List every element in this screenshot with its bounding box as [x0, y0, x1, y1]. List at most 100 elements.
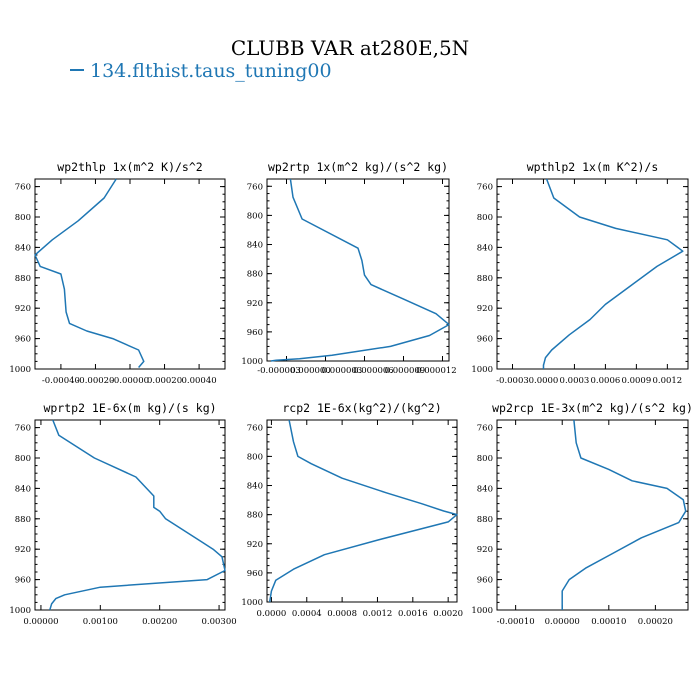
y-tick-label: 1000 — [241, 357, 263, 367]
y-tick-label: 880 — [247, 270, 263, 280]
y-tick-label: 760 — [477, 424, 493, 434]
panel-2: wp2rtp 1x(m^2 kg)/(s^2 kg) 760 800 840 880 92… — [241, 160, 456, 376]
y-tick-label: 960 — [477, 576, 493, 586]
y-tick-label: 840 — [477, 484, 493, 494]
y-tick-label: 760 — [15, 183, 31, 193]
series-line — [270, 178, 450, 362]
x-tick-label: 0.000012 — [416, 366, 457, 376]
plot-frame — [34, 419, 226, 611]
legend-label: 134.flthist.taus_tuning00 — [90, 60, 332, 82]
x-tick-label: 0.00000 — [23, 617, 58, 627]
panel-title: rcp2 1E-6x(kg^2)/(kg^2) — [282, 401, 441, 415]
x-tick-label: -0.00000 — [111, 376, 149, 386]
y-tick-label: 800 — [477, 213, 493, 223]
x-tick-label: 0.00020 — [147, 376, 182, 386]
series-line — [49, 419, 226, 611]
y-tick-label: 800 — [15, 454, 31, 464]
y-tick-label: 760 — [247, 182, 263, 192]
x-tick-label: 0.0020 — [433, 609, 463, 619]
y-tick-label: 920 — [15, 545, 31, 555]
x-tick-label: 0.0012 — [652, 376, 682, 386]
panel-title: wprtp2 1E-6x(m kg)/(s kg) — [43, 401, 216, 415]
y-tick-label: 800 — [477, 454, 493, 464]
y-tick-label: 840 — [15, 484, 31, 494]
series-line — [542, 178, 684, 369]
panel-4: wprtp2 1E-6x(m kg)/(s kg) 760 800 840 880 920… — [9, 401, 236, 627]
panel-5: rcp2 1E-6x(kg^2)/(kg^2) 760 800 840 880 920 96… — [241, 401, 463, 619]
y-tick-label: 840 — [15, 243, 31, 253]
y-tick-label: 960 — [477, 335, 493, 345]
x-tick-label: -0.00010 — [497, 617, 535, 627]
x-tick-label: 0.00010 — [591, 617, 626, 627]
series-line — [561, 419, 687, 610]
y-tick-label: 920 — [477, 545, 493, 555]
y-tick-label: 920 — [477, 304, 493, 314]
x-tick-label: 0.000009 — [385, 366, 426, 376]
y-tick-label: 800 — [247, 452, 263, 462]
x-tick-label: 0.0000 — [529, 376, 559, 386]
x-tick-label: 0.0006 — [591, 376, 621, 386]
x-tick-label: 0.0008 — [327, 609, 357, 619]
x-tick-label: -0.000003 — [257, 366, 300, 376]
panel-title: wpthlp2 1x(m K^2)/s — [527, 160, 659, 174]
x-tick-label: -0.00020 — [76, 376, 114, 386]
plot-frame — [496, 419, 689, 611]
y-tick-label: 760 — [15, 424, 31, 434]
x-tick-label: 0.0004 — [292, 609, 322, 619]
y-tick-label: 840 — [477, 243, 493, 253]
x-tick-label: 0.00300 — [201, 617, 236, 627]
x-tick-label: 0.0003 — [560, 376, 590, 386]
panel-title: wp2rtp 1x(m^2 kg)/(s^2 kg) — [268, 160, 448, 174]
x-tick-label: 0.00020 — [638, 617, 673, 627]
x-tick-label: 0.0016 — [398, 609, 428, 619]
y-tick-label: 800 — [247, 211, 263, 221]
panel-title: wp2thlp 1x(m^2 K)/s^2 — [57, 160, 202, 174]
y-tick-label: 960 — [247, 328, 263, 338]
x-tick-label: 0.00000 — [545, 617, 580, 627]
x-tick-label: 0.000000 — [290, 366, 331, 376]
y-tick-label: 960 — [247, 569, 263, 579]
x-tick-label: -0.00040 — [42, 376, 80, 386]
y-tick-label: 840 — [247, 482, 263, 492]
y-tick-label: 1000 — [471, 606, 493, 616]
panel-6: wp2rcp 1E-3x(m^2 kg)/(s^2 kg) 760 800 840 88… — [471, 401, 693, 627]
y-tick-label: 880 — [477, 515, 493, 525]
plot-frame — [266, 419, 458, 603]
panel-title: wp2rcp 1E-3x(m^2 kg)/(s^2 kg) — [492, 401, 693, 415]
x-tick-label: 0.000006 — [353, 366, 394, 376]
y-tick-label: 1000 — [241, 598, 263, 608]
x-tick-label: 0.000003 — [322, 366, 363, 376]
y-tick-label: 920 — [15, 304, 31, 314]
x-tick-label: 0.0000 — [257, 609, 287, 619]
panel-1: wp2thlp 1x(m^2 K)/s^2 760 800 840 880 920 960 1… — [9, 160, 226, 386]
series-line — [268, 419, 458, 603]
y-tick-label: 1000 — [9, 365, 31, 375]
y-tick-label: 880 — [15, 274, 31, 284]
y-tick-label: 880 — [247, 511, 263, 521]
y-tick-label: 760 — [477, 183, 493, 193]
panel-3: wpthlp2 1x(m K^2)/s 760 800 840 880 920 960 100… — [471, 160, 689, 386]
x-tick-label: 0.00040 — [182, 376, 217, 386]
x-tick-label: 0.0012 — [363, 609, 393, 619]
x-tick-label: 0.00200 — [142, 617, 177, 627]
y-tick-label: 1000 — [471, 365, 493, 375]
x-tick-label: 0.0009 — [622, 376, 652, 386]
y-tick-label: 960 — [15, 335, 31, 345]
y-tick-label: 960 — [15, 576, 31, 586]
series-line — [34, 178, 145, 368]
plot-frame — [34, 178, 226, 370]
y-tick-label: 880 — [477, 274, 493, 284]
y-tick-label: 800 — [15, 213, 31, 223]
y-tick-label: 1000 — [9, 606, 31, 616]
y-tick-label: 920 — [247, 540, 263, 550]
plot-frame — [496, 178, 689, 370]
x-tick-label: -0.0003 — [496, 376, 529, 386]
plot-frame — [266, 178, 450, 362]
y-tick-label: 880 — [15, 515, 31, 525]
y-tick-label: 760 — [247, 423, 263, 433]
x-tick-label: 0.00100 — [83, 617, 118, 627]
y-tick-label: 920 — [247, 299, 263, 309]
figure-title: CLUBB VAR at280E,5N — [231, 36, 469, 60]
subplot-grid: wp2thlp 1x(m^2 K)/s^2 760 800 840 880 920 960 1… — [9, 160, 693, 627]
